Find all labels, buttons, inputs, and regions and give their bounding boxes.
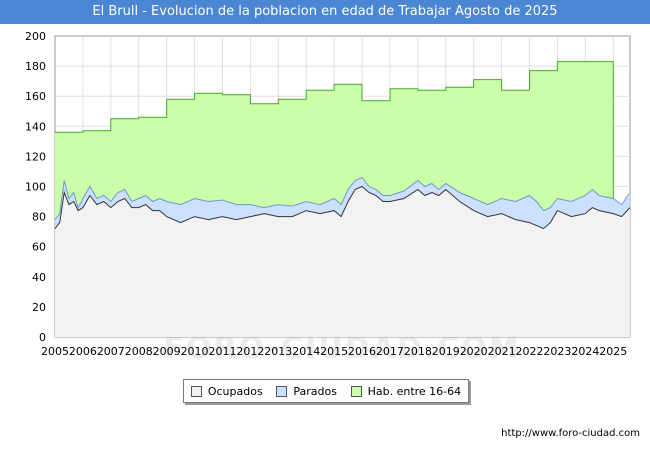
legend-label-ocupados: Ocupados: [207, 384, 263, 398]
x-tick-label-2016: 2016: [348, 345, 376, 358]
y-axis: 0 20 40 60 80 100 120 140 160 180 200: [25, 30, 46, 344]
legend: Ocupados Parados Hab. entre 16-64: [183, 379, 469, 403]
x-tick-label-2021: 2021: [488, 345, 516, 358]
legend-label-parados: Parados: [293, 384, 337, 398]
y-tick-label-3: 60: [32, 241, 46, 254]
y-tick-label-10: 200: [25, 30, 46, 43]
series-line-ocupados: [54, 185, 631, 230]
x-axis: 2005 2006 2007 2008 2009 2010 2011 2012 2013 2014…: [41, 345, 627, 358]
y-tick-label-8: 160: [25, 90, 46, 103]
x-tick-label-2009: 2009: [153, 345, 181, 358]
y-tick-label-5: 100: [25, 181, 46, 194]
x-tick-label-2020: 2020: [460, 345, 488, 358]
x-tick-label-2022: 2022: [516, 345, 544, 358]
x-tick-label-2007: 2007: [97, 345, 125, 358]
x-tick-label-2018: 2018: [404, 345, 432, 358]
x-tick-label-2011: 2011: [208, 345, 236, 358]
legend-item-parados: Parados: [276, 385, 337, 398]
x-tick-label-2008: 2008: [125, 345, 153, 358]
x-tick-label-2015: 2015: [320, 345, 348, 358]
series-area-ocupados: [55, 186, 630, 337]
y-tick-label-2: 40: [32, 271, 46, 284]
x-tick-label-2005: 2005: [41, 345, 69, 358]
y-tick-label-4: 80: [32, 211, 46, 224]
series-areas: [54, 61, 631, 337]
x-tick-label-2023: 2023: [543, 345, 571, 358]
x-tick-label-2013: 2013: [264, 345, 292, 358]
y-tick-label-7: 140: [25, 120, 46, 133]
source-link[interactable]: http://www.foro-ciudad.com: [501, 428, 640, 439]
legend-swatch-ocupados: [190, 385, 202, 397]
legend-swatch-parados: [276, 385, 288, 397]
series-line-parados: [54, 176, 631, 220]
y-tick-label-1: 20: [32, 301, 46, 314]
x-tick-label-2014: 2014: [292, 345, 320, 358]
legend-swatch-hab: [350, 385, 362, 397]
x-tick-label-2019: 2019: [432, 345, 460, 358]
x-tick-label-2025: 2025: [599, 345, 627, 358]
x-tick-label-2012: 2012: [236, 345, 264, 358]
x-tick-label-2024: 2024: [571, 345, 599, 358]
y-tick-label-6: 120: [25, 150, 46, 163]
chart-title: El Brull - Evolucion de la poblacion en …: [0, 0, 650, 24]
legend-label-hab: Hab. entre 16-64: [367, 384, 462, 398]
y-tick-label-0: 0: [39, 331, 46, 344]
y-tick-label-9: 180: [25, 60, 46, 73]
legend-item-hab: Hab. entre 16-64: [350, 384, 462, 398]
x-tick-label-2010: 2010: [181, 345, 209, 358]
series-line-hab-entre-16-64: [55, 61, 614, 199]
x-tick-label-2006: 2006: [69, 345, 97, 358]
legend-item-ocupados: Ocupados: [190, 384, 263, 398]
x-tick-label-2017: 2017: [376, 345, 404, 358]
